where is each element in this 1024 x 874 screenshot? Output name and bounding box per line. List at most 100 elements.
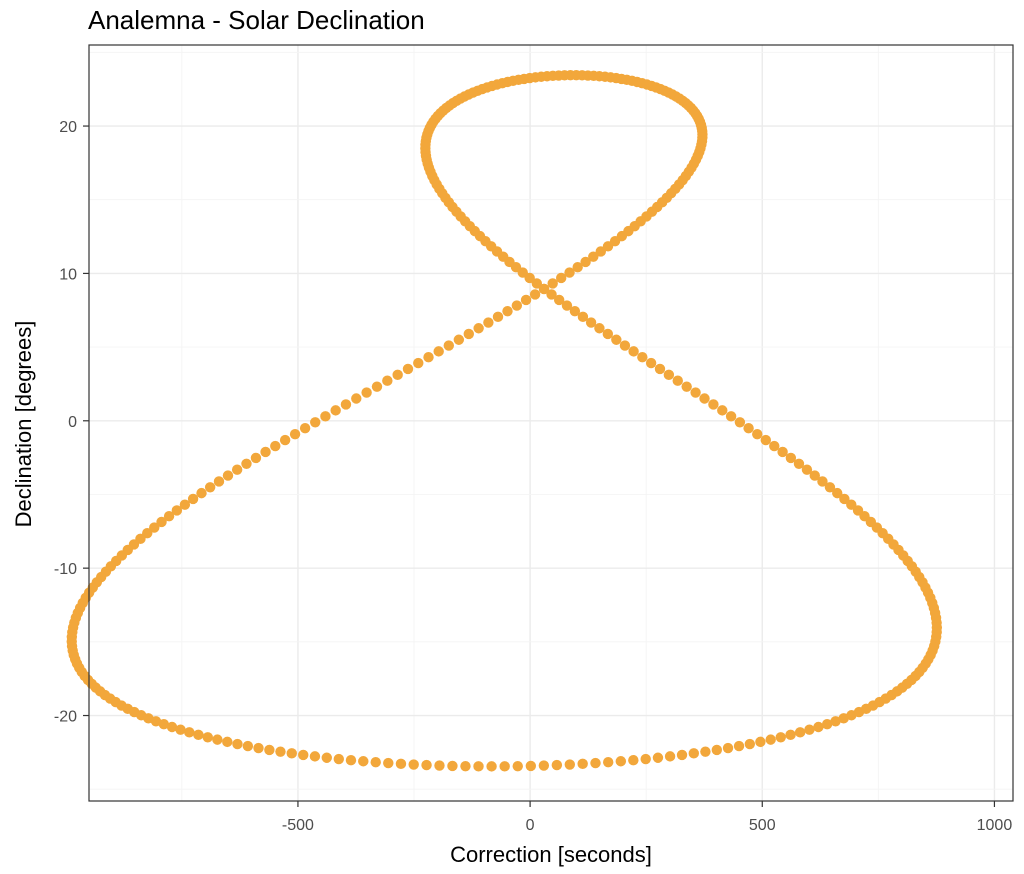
data-point	[547, 278, 558, 289]
chart-title: Analemna - Solar Declination	[88, 5, 425, 35]
data-point	[652, 752, 664, 763]
data-point	[637, 352, 648, 363]
data-point	[460, 760, 471, 772]
data-point	[187, 493, 199, 505]
data-point	[785, 729, 796, 741]
data-point	[166, 721, 178, 733]
data-point	[434, 760, 445, 771]
data-point	[242, 740, 254, 752]
data-point	[663, 369, 675, 381]
data-point	[402, 363, 414, 375]
data-point	[804, 724, 815, 735]
data-point	[664, 751, 676, 762]
data-point	[531, 278, 542, 289]
data-point	[156, 516, 167, 528]
data-point	[150, 716, 162, 727]
data-point	[310, 417, 321, 428]
data-point	[175, 724, 186, 735]
data-point	[744, 738, 756, 750]
data-point	[492, 311, 504, 323]
data-point	[794, 727, 806, 738]
data-point	[717, 405, 728, 416]
data-point	[830, 716, 841, 727]
data-point	[743, 423, 754, 434]
data-point	[179, 499, 191, 510]
axis-ticks: -500 0 500 1000 -20 -10 0 10 20	[54, 119, 1012, 834]
data-point	[760, 434, 771, 446]
data-point	[628, 346, 639, 357]
data-point	[231, 464, 243, 475]
data-point	[602, 328, 614, 340]
data-point	[149, 522, 160, 533]
data-point	[202, 732, 213, 743]
y-tick-label: 0	[68, 414, 77, 431]
data-point	[512, 760, 523, 772]
data-point	[846, 499, 857, 510]
data-point	[529, 289, 541, 300]
data-point	[700, 746, 711, 757]
data-point	[775, 732, 786, 743]
data-point	[672, 375, 683, 386]
data-point	[676, 749, 688, 761]
data-point	[752, 428, 763, 440]
data-point	[690, 387, 701, 398]
data-point	[708, 399, 719, 410]
data-point	[793, 458, 805, 470]
data-point	[413, 357, 424, 369]
data-point	[371, 381, 383, 392]
data-point	[232, 738, 243, 750]
x-axis-title: Correction [seconds]	[450, 842, 652, 867]
data-point	[733, 740, 745, 752]
data-point	[809, 470, 820, 481]
data-point	[222, 736, 233, 748]
data-point	[264, 744, 275, 756]
panel-border	[88, 44, 1014, 802]
data-point	[193, 729, 204, 741]
data-point	[785, 452, 797, 464]
data-point	[711, 744, 723, 756]
x-tick-label: -500	[282, 817, 314, 834]
data-point	[158, 718, 170, 730]
data-point	[270, 440, 281, 452]
data-point	[447, 760, 458, 772]
plot-panel	[89, 45, 1013, 801]
data-point	[463, 328, 474, 340]
data-point	[546, 289, 557, 300]
data-point	[408, 759, 419, 770]
data-point	[345, 754, 357, 766]
data-point	[473, 323, 484, 334]
data-point	[564, 759, 575, 770]
data-point	[395, 758, 407, 770]
data-point	[279, 434, 291, 446]
data-point	[486, 761, 497, 772]
data-point	[615, 756, 627, 767]
data-point	[699, 393, 710, 404]
data-point	[184, 727, 195, 738]
data-point	[163, 511, 175, 522]
data-point	[734, 417, 746, 428]
data-point	[580, 256, 591, 268]
data-point	[681, 381, 692, 392]
data-point	[286, 748, 297, 759]
data-point	[443, 340, 454, 351]
data-point	[561, 300, 573, 311]
data-point	[590, 757, 601, 769]
y-tick-label: 10	[59, 266, 77, 283]
data-point	[594, 323, 605, 334]
data-point	[577, 758, 588, 770]
data-point	[832, 487, 843, 499]
data-point	[538, 283, 550, 295]
data-point	[585, 317, 597, 328]
data-point	[564, 267, 575, 278]
data-point	[260, 446, 271, 458]
data-point	[577, 311, 589, 323]
data-point	[171, 505, 183, 516]
data-point	[765, 734, 776, 745]
x-tick-label: 0	[526, 817, 535, 834]
data-point	[330, 405, 341, 416]
data-point	[725, 411, 737, 422]
data-point	[640, 753, 651, 765]
data-point	[611, 334, 622, 345]
data-point	[421, 759, 432, 771]
